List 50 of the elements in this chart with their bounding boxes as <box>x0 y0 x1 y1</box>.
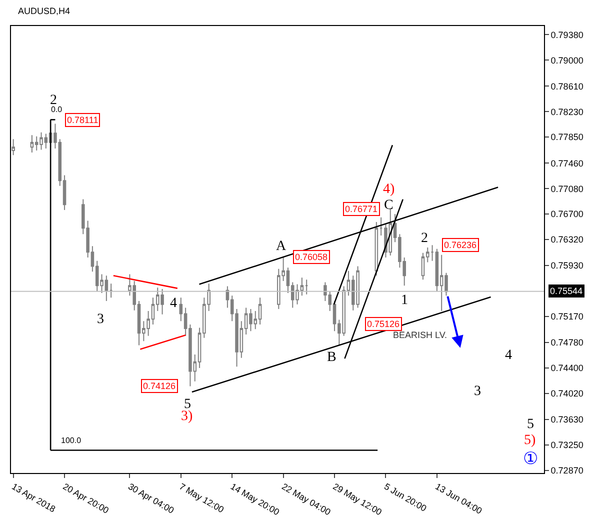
y-tick-label: 0.72870 <box>550 465 584 476</box>
y-tick-label: 0.73630 <box>550 414 584 425</box>
x-tick-label: 13 Jun 04:00 <box>434 481 484 516</box>
y-tick-label: 0.77080 <box>550 184 584 194</box>
x-tick-label: 7 May 12:00 <box>178 481 226 515</box>
annotation: 2 <box>421 231 428 246</box>
y-tick-label: 0.79380 <box>550 30 584 40</box>
y-tick-label: 0.73250 <box>550 440 584 450</box>
annotation: 0.76236 <box>444 240 477 250</box>
x-tick-label: 13 Apr 2018 <box>10 481 58 514</box>
annotation: 5) <box>524 433 536 448</box>
annotation: 4 <box>505 348 512 363</box>
y-tick-label: 0.74400 <box>550 363 584 374</box>
y-tick-label: 0.78230 <box>550 106 584 117</box>
annotation: 3 <box>97 312 104 327</box>
y-tick-label: 0.75930 <box>550 260 584 271</box>
annotation: 1 <box>401 293 408 308</box>
x-tick-label: 29 May 12:00 <box>331 481 384 518</box>
x-tick-label: 20 Apr 20:00 <box>61 481 110 516</box>
y-tick-label: 0.74020 <box>550 388 584 399</box>
annotation: 4) <box>383 182 395 197</box>
annotation: 0.75126 <box>367 319 400 329</box>
annotation: 3) <box>181 409 193 424</box>
annotation: 0.76058 <box>295 252 328 262</box>
annotation: 3 <box>474 384 481 399</box>
ref-line-label: 0.75544 <box>550 286 583 296</box>
annotation: 0.74126 <box>143 381 176 391</box>
annotation: 0.76771 <box>345 204 378 214</box>
y-tick-label: 0.79000 <box>550 55 584 66</box>
annotation: 5 <box>527 417 534 432</box>
y-tick-label: 0.76700 <box>550 209 584 220</box>
annotation: BEARISH LV. <box>393 330 448 340</box>
annotation: 0.0 <box>51 105 63 114</box>
y-tick-label: 0.77850 <box>550 132 584 142</box>
x-tick-label: 5 Jun 20:00 <box>382 481 428 514</box>
annotation: A <box>276 239 287 254</box>
annotation: ① <box>523 449 538 468</box>
y-tick-label: 0.78610 <box>550 81 584 92</box>
annotation: 0.78111 <box>67 115 98 125</box>
chart-title: AUDUSD,H4 <box>18 6 70 16</box>
y-tick-label: 0.76320 <box>550 234 584 245</box>
y-tick-label: 0.77460 <box>550 158 584 168</box>
x-tick-label: 30 Apr 04:00 <box>126 481 176 516</box>
annotation: 4 <box>170 296 177 311</box>
annotation: C <box>384 198 394 213</box>
annotation: B <box>327 350 336 365</box>
y-tick-label: 0.75170 <box>550 312 584 322</box>
annotation: 5 <box>184 397 191 412</box>
y-tick-label: 0.74780 <box>550 338 584 348</box>
annotation: 100.0 <box>61 436 82 445</box>
